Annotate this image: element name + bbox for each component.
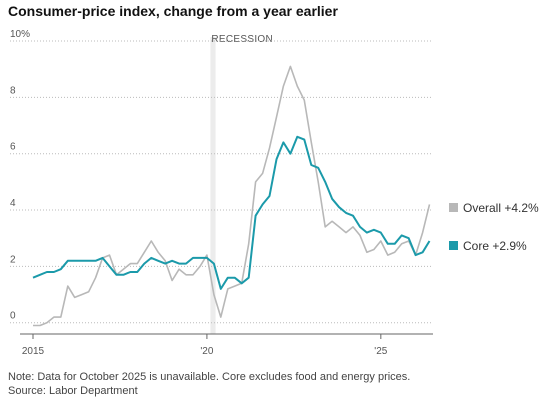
y-tick-label: 8 [10,85,16,96]
legend-label: Overall +4.2% [463,201,539,215]
annotation: RECESSION [211,34,273,45]
note: Note: Data for October 2025 is unavailab… [8,371,410,383]
series-line [33,65,431,327]
legend-swatch [449,203,458,212]
series-line [32,135,431,290]
source: Source: Labor Department [8,385,138,397]
chart-title: Consumer-price index, change from a year… [8,3,338,19]
y-tick-label: 0 [10,311,16,322]
legend-swatch [449,241,458,250]
recession-band [210,37,216,334]
y-tick-label: 4 [10,198,16,209]
x-tick-label: '20 [200,346,213,357]
x-tick-label: 2015 [22,346,45,357]
y-tick-label: 10% [10,29,30,40]
y-tick-label: 6 [10,142,16,153]
legend-label: Core +2.9% [463,239,527,253]
y-tick-label: 2 [10,254,16,265]
x-tick-label: '25 [374,346,387,357]
